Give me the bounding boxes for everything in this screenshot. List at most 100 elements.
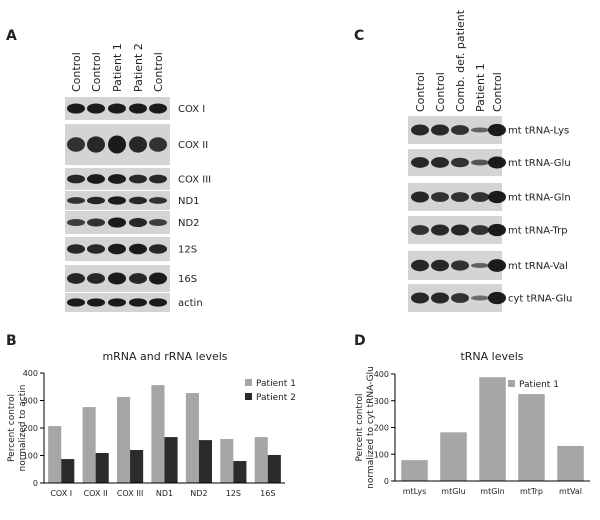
bar [82,407,96,483]
row-label: 12S [178,245,197,256]
blot-band [471,192,489,202]
blot-band [87,273,105,284]
blot-band [451,260,469,271]
blot-band [471,262,489,269]
x-tick-label: ND2 [190,489,207,498]
blot-band [129,174,147,184]
bar [151,385,165,483]
blot-band [67,273,85,284]
blot-band [87,298,105,307]
bar [220,439,234,483]
blot-band [67,174,85,184]
y-axis-label: normalized to actin [18,385,28,472]
blot-band [108,243,126,255]
blot-band [411,225,429,235]
bar [164,437,178,483]
x-tick-label: mtVal [559,487,582,496]
bar [557,445,584,481]
y-tick-label: 300 [23,397,38,406]
blot-band [129,273,147,284]
legend-swatch [508,380,515,387]
blot-band [129,103,147,114]
bar [185,393,199,483]
row-label: mt tRNA-Trp [508,226,568,237]
y-tick-label: 100 [374,450,389,459]
blot-band [67,298,85,307]
blot-band [108,272,126,285]
y-tick-label: 400 [374,370,389,379]
blot-band [149,103,167,114]
row-label: COX III [178,175,211,186]
row-label: 16S [178,274,197,285]
blot-band [431,124,449,136]
x-tick-label: COX I [50,489,72,498]
y-tick-label: 200 [374,424,389,433]
blot-band [67,137,85,152]
row-label: ND2 [178,218,200,229]
blot-band [431,292,449,304]
blot-band [129,136,147,153]
blot-band [451,192,469,202]
bar [233,461,247,483]
bar [440,432,467,481]
blot-band [488,190,506,204]
lane-label: Control [152,52,165,92]
blot-band [149,197,167,204]
panel-label: A [6,28,17,44]
bar [518,394,545,481]
blot-band [149,272,167,285]
blot-band [129,298,147,307]
blot-band [488,291,506,305]
bar [401,460,428,481]
blot-band [451,293,469,303]
chart-title: tRNA levels [460,350,523,363]
blot-band [129,243,147,255]
blot-band [108,217,126,228]
y-tick-label: 0 [384,477,389,486]
blot-band [149,137,167,152]
row-label: mt tRNA-Glu [508,158,571,169]
blot-band [129,217,147,228]
blot-band [411,292,429,304]
blot-band [431,157,449,168]
panel-label: D [354,333,366,349]
x-tick-label: 16S [260,489,275,498]
x-tick-label: mtLys [403,487,427,496]
blot-band [451,224,469,236]
blot-band [87,196,105,205]
blot-band [471,127,489,133]
blot-band [411,157,429,168]
blot-band [149,298,167,307]
lane-label: Control [70,52,83,92]
blot-band [108,196,126,205]
blot-band [108,174,126,184]
blot-band [67,244,85,254]
lane-label: Comb. def. patient [454,9,467,112]
y-tick-label: 400 [23,369,38,378]
blot-band [431,192,449,202]
blot-band [108,298,126,307]
blot-band [411,124,429,136]
x-tick-label: mtGlu [441,487,465,496]
row-label: COX II [178,140,208,151]
bar [267,454,281,483]
blot-band [67,197,85,204]
legend-swatch [245,393,252,400]
x-tick-label: mtTrp [520,487,543,496]
x-tick-label: COX III [117,489,143,498]
legend-label: Patient 2 [256,393,296,403]
blot-band [451,157,469,168]
lane-label: Control [90,52,103,92]
blot-band [87,218,105,227]
row-label: ND1 [178,196,200,207]
y-tick-label: 100 [23,452,38,461]
y-axis-label: Percent control [7,394,17,462]
blot-band [411,259,429,272]
lane-label: Patient 2 [132,43,145,92]
blot-band [471,225,489,235]
chart-title: mRNA and rRNA levels [102,350,227,363]
x-tick-label: 12S [226,489,241,498]
blot-band [488,123,506,137]
blot-band [149,174,167,184]
